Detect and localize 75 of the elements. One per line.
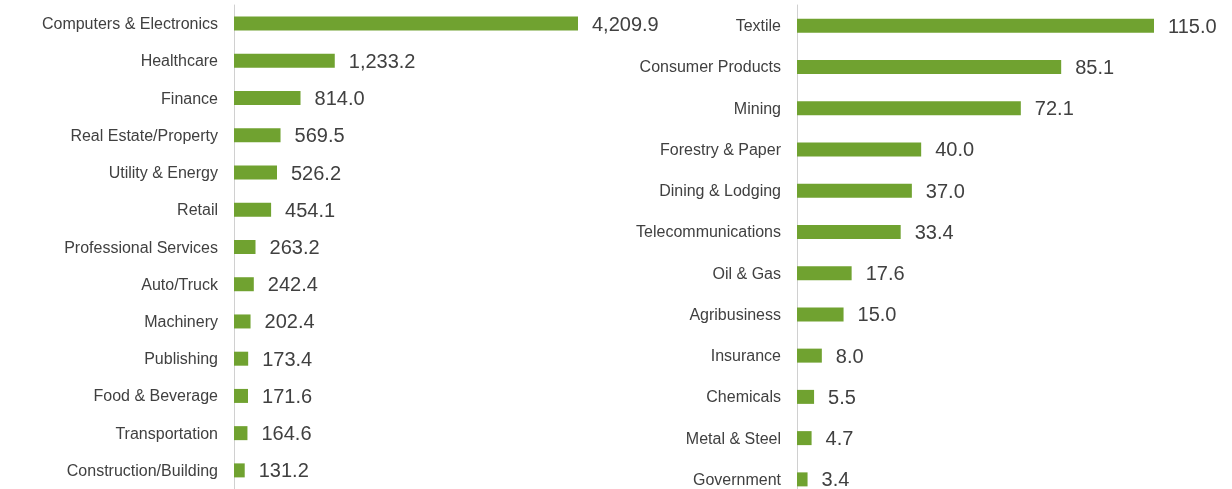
y-tick-label: Mining: [733, 99, 781, 117]
bar: [797, 389, 815, 404]
data-label: 4.7: [825, 427, 854, 450]
bar: [234, 16, 578, 31]
y-tick-label: Food & Beverage: [93, 387, 219, 405]
y-tick-label: Agribusiness: [689, 305, 781, 323]
bar: [234, 165, 277, 180]
bar: [234, 426, 248, 441]
y-tick-label: Chemicals: [706, 388, 781, 406]
y-tick-label: Telecommunications: [636, 223, 781, 241]
data-label: 164.6: [261, 422, 312, 445]
y-tick-label: Oil & Gas: [712, 264, 781, 282]
bar: [234, 277, 254, 292]
data-label: 8.0: [835, 344, 864, 367]
data-label: 202.4: [264, 310, 315, 333]
bar: [797, 183, 912, 198]
data-label: 814.0: [314, 87, 365, 110]
bar: [797, 101, 1021, 116]
y-tick-label: Finance: [161, 89, 219, 107]
data-label: 131.2: [258, 459, 309, 482]
data-label: 4,209.9: [592, 12, 659, 35]
y-tick-label: Textile: [735, 17, 782, 35]
bar: [797, 142, 922, 157]
bar: [797, 18, 1154, 33]
data-label: 242.4: [267, 273, 318, 296]
data-label: 526.2: [291, 161, 342, 184]
y-tick-label: Consumer Products: [639, 58, 781, 76]
bar: [234, 128, 281, 143]
bar: [234, 240, 256, 254]
y-tick-label: Metal & Steel: [685, 429, 781, 447]
y-tick-label: Publishing: [144, 350, 218, 368]
data-label: 171.6: [262, 384, 313, 407]
y-tick-label: Forestry & Paper: [660, 140, 782, 158]
y-tick-label: Real Estate/Property: [70, 126, 218, 144]
data-label: 72.1: [1034, 97, 1074, 120]
bar: [234, 314, 251, 329]
data-label: 173.4: [262, 347, 313, 370]
bar: [797, 224, 901, 239]
data-label: 115.0: [1168, 14, 1217, 37]
data-label: 454.1: [285, 198, 336, 221]
bar: [234, 202, 272, 217]
y-tick-label: Machinery: [144, 312, 218, 330]
data-label: 37.0: [925, 179, 965, 202]
bar: [797, 472, 808, 487]
bar: [234, 463, 245, 478]
bar: [234, 351, 249, 366]
data-label: 263.2: [269, 236, 320, 258]
bar: [797, 307, 844, 322]
data-label: 3.4: [821, 468, 850, 489]
data-label: 40.0: [935, 138, 975, 161]
y-tick-label: Insurance: [710, 347, 782, 365]
bar: [797, 266, 852, 281]
y-tick-label: Auto/Truck: [141, 275, 219, 293]
y-tick-label: Utility & Energy: [108, 164, 218, 182]
bar: [797, 431, 812, 446]
y-tick-label: Healthcare: [140, 52, 219, 70]
y-tick-label: Construction/Building: [66, 461, 218, 479]
data-label: 569.5: [294, 124, 345, 147]
y-tick-label: Retail: [177, 201, 218, 219]
data-label: 15.0: [857, 303, 897, 326]
y-tick-label: Government: [692, 470, 782, 488]
bar: [234, 53, 335, 68]
bar: [797, 59, 1062, 74]
y-tick-label: Computers & Electronics: [41, 15, 218, 33]
bar: [234, 91, 301, 106]
bar: [234, 388, 249, 403]
data-label: 1,233.2: [348, 49, 416, 72]
data-label: 17.6: [865, 262, 905, 285]
y-tick-label: Dining & Lodging: [659, 182, 781, 200]
data-label: 85.1: [1075, 55, 1115, 78]
y-tick-label: Professional Services: [64, 238, 218, 256]
bar: [797, 348, 822, 363]
data-label: 33.4: [914, 220, 954, 243]
y-tick-label: Transportation: [115, 424, 218, 442]
data-label: 5.5: [828, 385, 856, 408]
